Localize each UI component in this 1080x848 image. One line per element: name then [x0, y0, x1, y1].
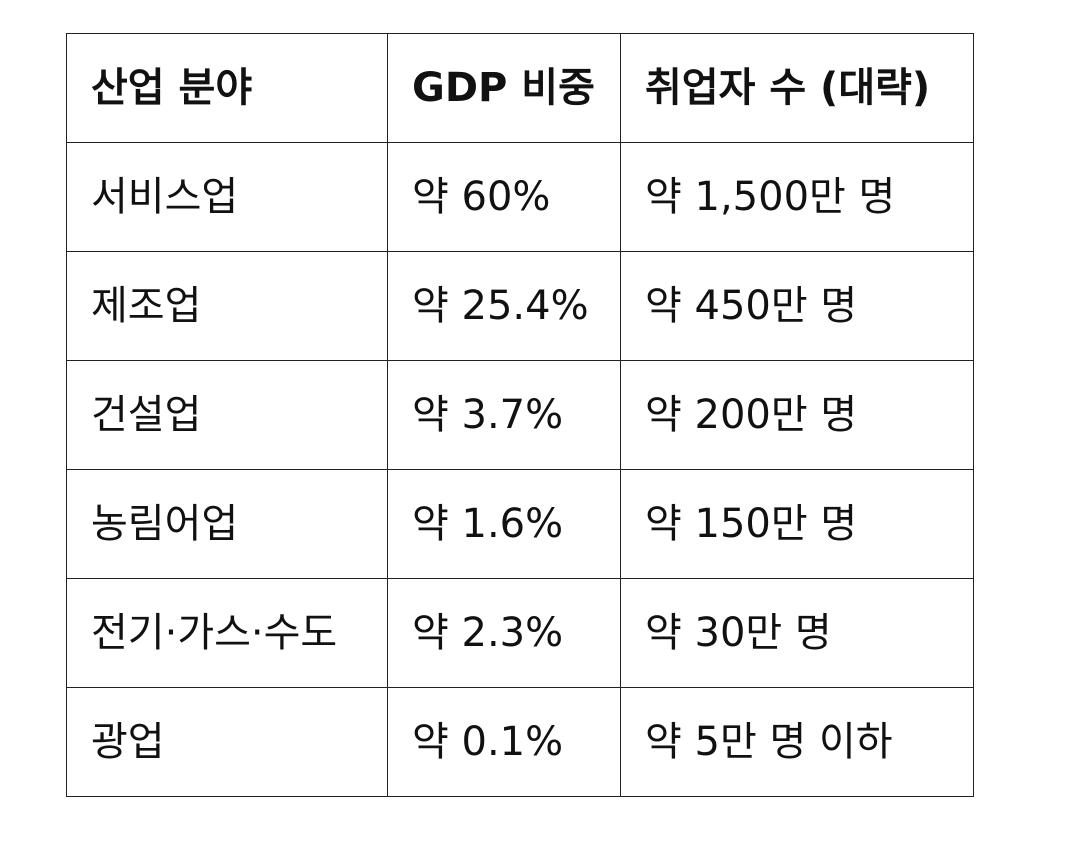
cell-gdp-share: 약 60%: [387, 142, 621, 252]
cell-employment: 약 5만 명 이하: [620, 687, 974, 797]
table-row: 건설업 약 3.7% 약 200만 명: [66, 360, 974, 470]
cell-employment: 약 450만 명: [620, 251, 974, 361]
cell-gdp-share: 약 3.7%: [387, 360, 621, 470]
table-row: 전기·가스·수도 약 2.3% 약 30만 명: [66, 578, 974, 688]
industry-table-container: 산업 분야 GDP 비중 취업자 수 (대략) 서비스업 약 60% 약 1,5…: [66, 33, 974, 797]
header-gdp-share: GDP 비중: [387, 33, 621, 143]
cell-employment: 약 200만 명: [620, 360, 974, 470]
cell-gdp-share: 약 1.6%: [387, 469, 621, 579]
cell-industry: 광업: [66, 687, 388, 797]
header-industry: 산업 분야: [66, 33, 388, 143]
cell-industry: 농림어업: [66, 469, 388, 579]
cell-employment: 약 30만 명: [620, 578, 974, 688]
cell-gdp-share: 약 25.4%: [387, 251, 621, 361]
table-row: 광업 약 0.1% 약 5만 명 이하: [66, 687, 974, 797]
header-employment: 취업자 수 (대략): [620, 33, 974, 143]
header-row: 산업 분야 GDP 비중 취업자 수 (대략): [66, 33, 974, 143]
cell-gdp-share: 약 0.1%: [387, 687, 621, 797]
table-row: 농림어업 약 1.6% 약 150만 명: [66, 469, 974, 579]
cell-industry: 건설업: [66, 360, 388, 470]
table-header: 산업 분야 GDP 비중 취업자 수 (대략): [66, 33, 974, 143]
table-row: 서비스업 약 60% 약 1,500만 명: [66, 142, 974, 252]
cell-industry: 제조업: [66, 251, 388, 361]
cell-industry: 전기·가스·수도: [66, 578, 388, 688]
cell-industry: 서비스업: [66, 142, 388, 252]
industry-table: 산업 분야 GDP 비중 취업자 수 (대략) 서비스업 약 60% 약 1,5…: [66, 33, 974, 797]
table-row: 제조업 약 25.4% 약 450만 명: [66, 251, 974, 361]
cell-gdp-share: 약 2.3%: [387, 578, 621, 688]
cell-employment: 약 1,500만 명: [620, 142, 974, 252]
cell-employment: 약 150만 명: [620, 469, 974, 579]
table-body: 서비스업 약 60% 약 1,500만 명 제조업 약 25.4% 약 450만…: [66, 142, 974, 797]
